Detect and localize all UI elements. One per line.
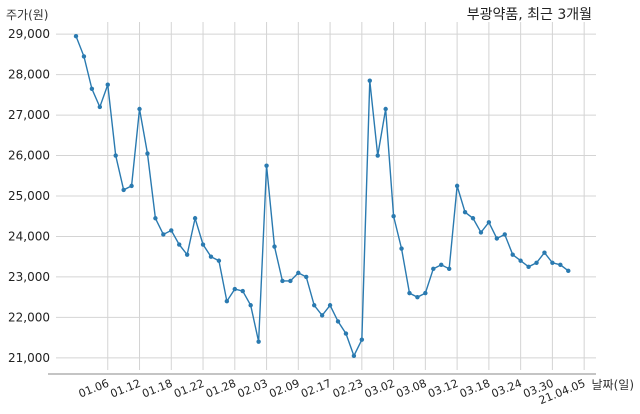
data-point: [534, 260, 539, 265]
x-tick-label: 03.12: [426, 377, 460, 401]
data-point: [97, 104, 103, 110]
data-point: [105, 82, 110, 87]
x-tick-label: 03.02: [363, 377, 397, 401]
y-tick-label: 27,000: [8, 108, 50, 122]
data-point: [542, 250, 547, 255]
y-tick-label: 24,000: [8, 229, 50, 243]
x-tick-label: 01.06: [77, 377, 111, 401]
data-point: [184, 252, 190, 257]
data-point: [462, 209, 468, 215]
data-point: [566, 268, 571, 274]
data-point: [129, 183, 134, 189]
x-tick-label: 02.23: [331, 377, 365, 401]
data-point: [200, 242, 206, 247]
data-point: [153, 216, 158, 221]
chart-title: 부광약품, 최근 3개월: [466, 7, 592, 23]
data-point: [169, 228, 174, 233]
data-point: [137, 106, 142, 112]
data-point: [470, 216, 476, 221]
y-tick-label: 21,000: [8, 351, 50, 365]
x-axis-label: 날짜(일): [591, 378, 634, 392]
x-tick-label: 01.12: [109, 377, 143, 401]
data-point: [240, 288, 245, 294]
data-point: [121, 187, 126, 193]
data-point: [383, 106, 388, 112]
data-point: [431, 266, 436, 272]
y-axis-label: 주가(원): [6, 8, 49, 22]
y-tick-label: 25,000: [8, 189, 50, 203]
data-point: [161, 232, 166, 237]
data-point: [423, 290, 428, 296]
data-point: [359, 337, 365, 342]
data-point: [264, 163, 269, 168]
data-point: [208, 254, 214, 259]
data-point: [327, 303, 333, 308]
data-point: [407, 290, 412, 296]
data-point: [375, 153, 380, 158]
x-tick-label: 03.08: [394, 377, 428, 401]
x-tick-label: 02.03: [236, 377, 270, 401]
data-point: [502, 232, 507, 237]
data-point: [343, 331, 349, 336]
data-point: [367, 78, 372, 83]
data-point: [486, 220, 492, 225]
y-tick-label: 29,000: [8, 27, 50, 41]
data-point: [145, 151, 150, 156]
data-point: [446, 266, 452, 272]
data-point: [280, 278, 285, 284]
x-tick-label: 02.17: [299, 377, 333, 401]
x-tick-label: 03.18: [458, 377, 492, 401]
data-point: [272, 244, 277, 249]
data-point: [304, 274, 309, 280]
y-tick-label: 28,000: [8, 68, 50, 82]
data-point: [73, 33, 79, 39]
y-tick-label: 23,000: [8, 270, 50, 284]
data-point: [550, 260, 555, 265]
data-point: [518, 258, 523, 263]
data-point: [248, 303, 253, 308]
data-point: [192, 216, 198, 221]
data-point: [399, 246, 404, 251]
data-point: [312, 303, 317, 308]
y-tick-label: 22,000: [8, 310, 50, 324]
data-point: [288, 278, 293, 284]
data-point: [81, 54, 87, 59]
data-point: [89, 86, 95, 91]
data-point: [335, 319, 341, 324]
data-point: [391, 214, 396, 219]
data-point: [296, 270, 301, 276]
data-point: [510, 252, 515, 257]
data-point: [439, 262, 444, 267]
data-point: [177, 242, 182, 247]
x-tick-label: 01.22: [172, 377, 206, 401]
data-point: [478, 230, 484, 235]
y-tick-label: 26,000: [8, 149, 50, 163]
x-tick-label: 01.18: [140, 377, 174, 401]
data-point: [319, 313, 325, 318]
x-tick-label: 01.28: [204, 377, 238, 401]
data-point: [224, 299, 230, 304]
data-point: [494, 236, 500, 241]
data-point: [216, 258, 222, 263]
x-tick-label: 03.24: [490, 377, 524, 401]
data-point: [256, 339, 261, 344]
data-point: [558, 262, 563, 267]
x-tick-label: 02.09: [267, 377, 301, 401]
data-point: [113, 153, 118, 158]
data-point: [232, 286, 237, 292]
data-point: [526, 264, 531, 270]
data-point: [351, 353, 357, 359]
data-point: [454, 183, 460, 189]
data-point: [415, 294, 420, 300]
